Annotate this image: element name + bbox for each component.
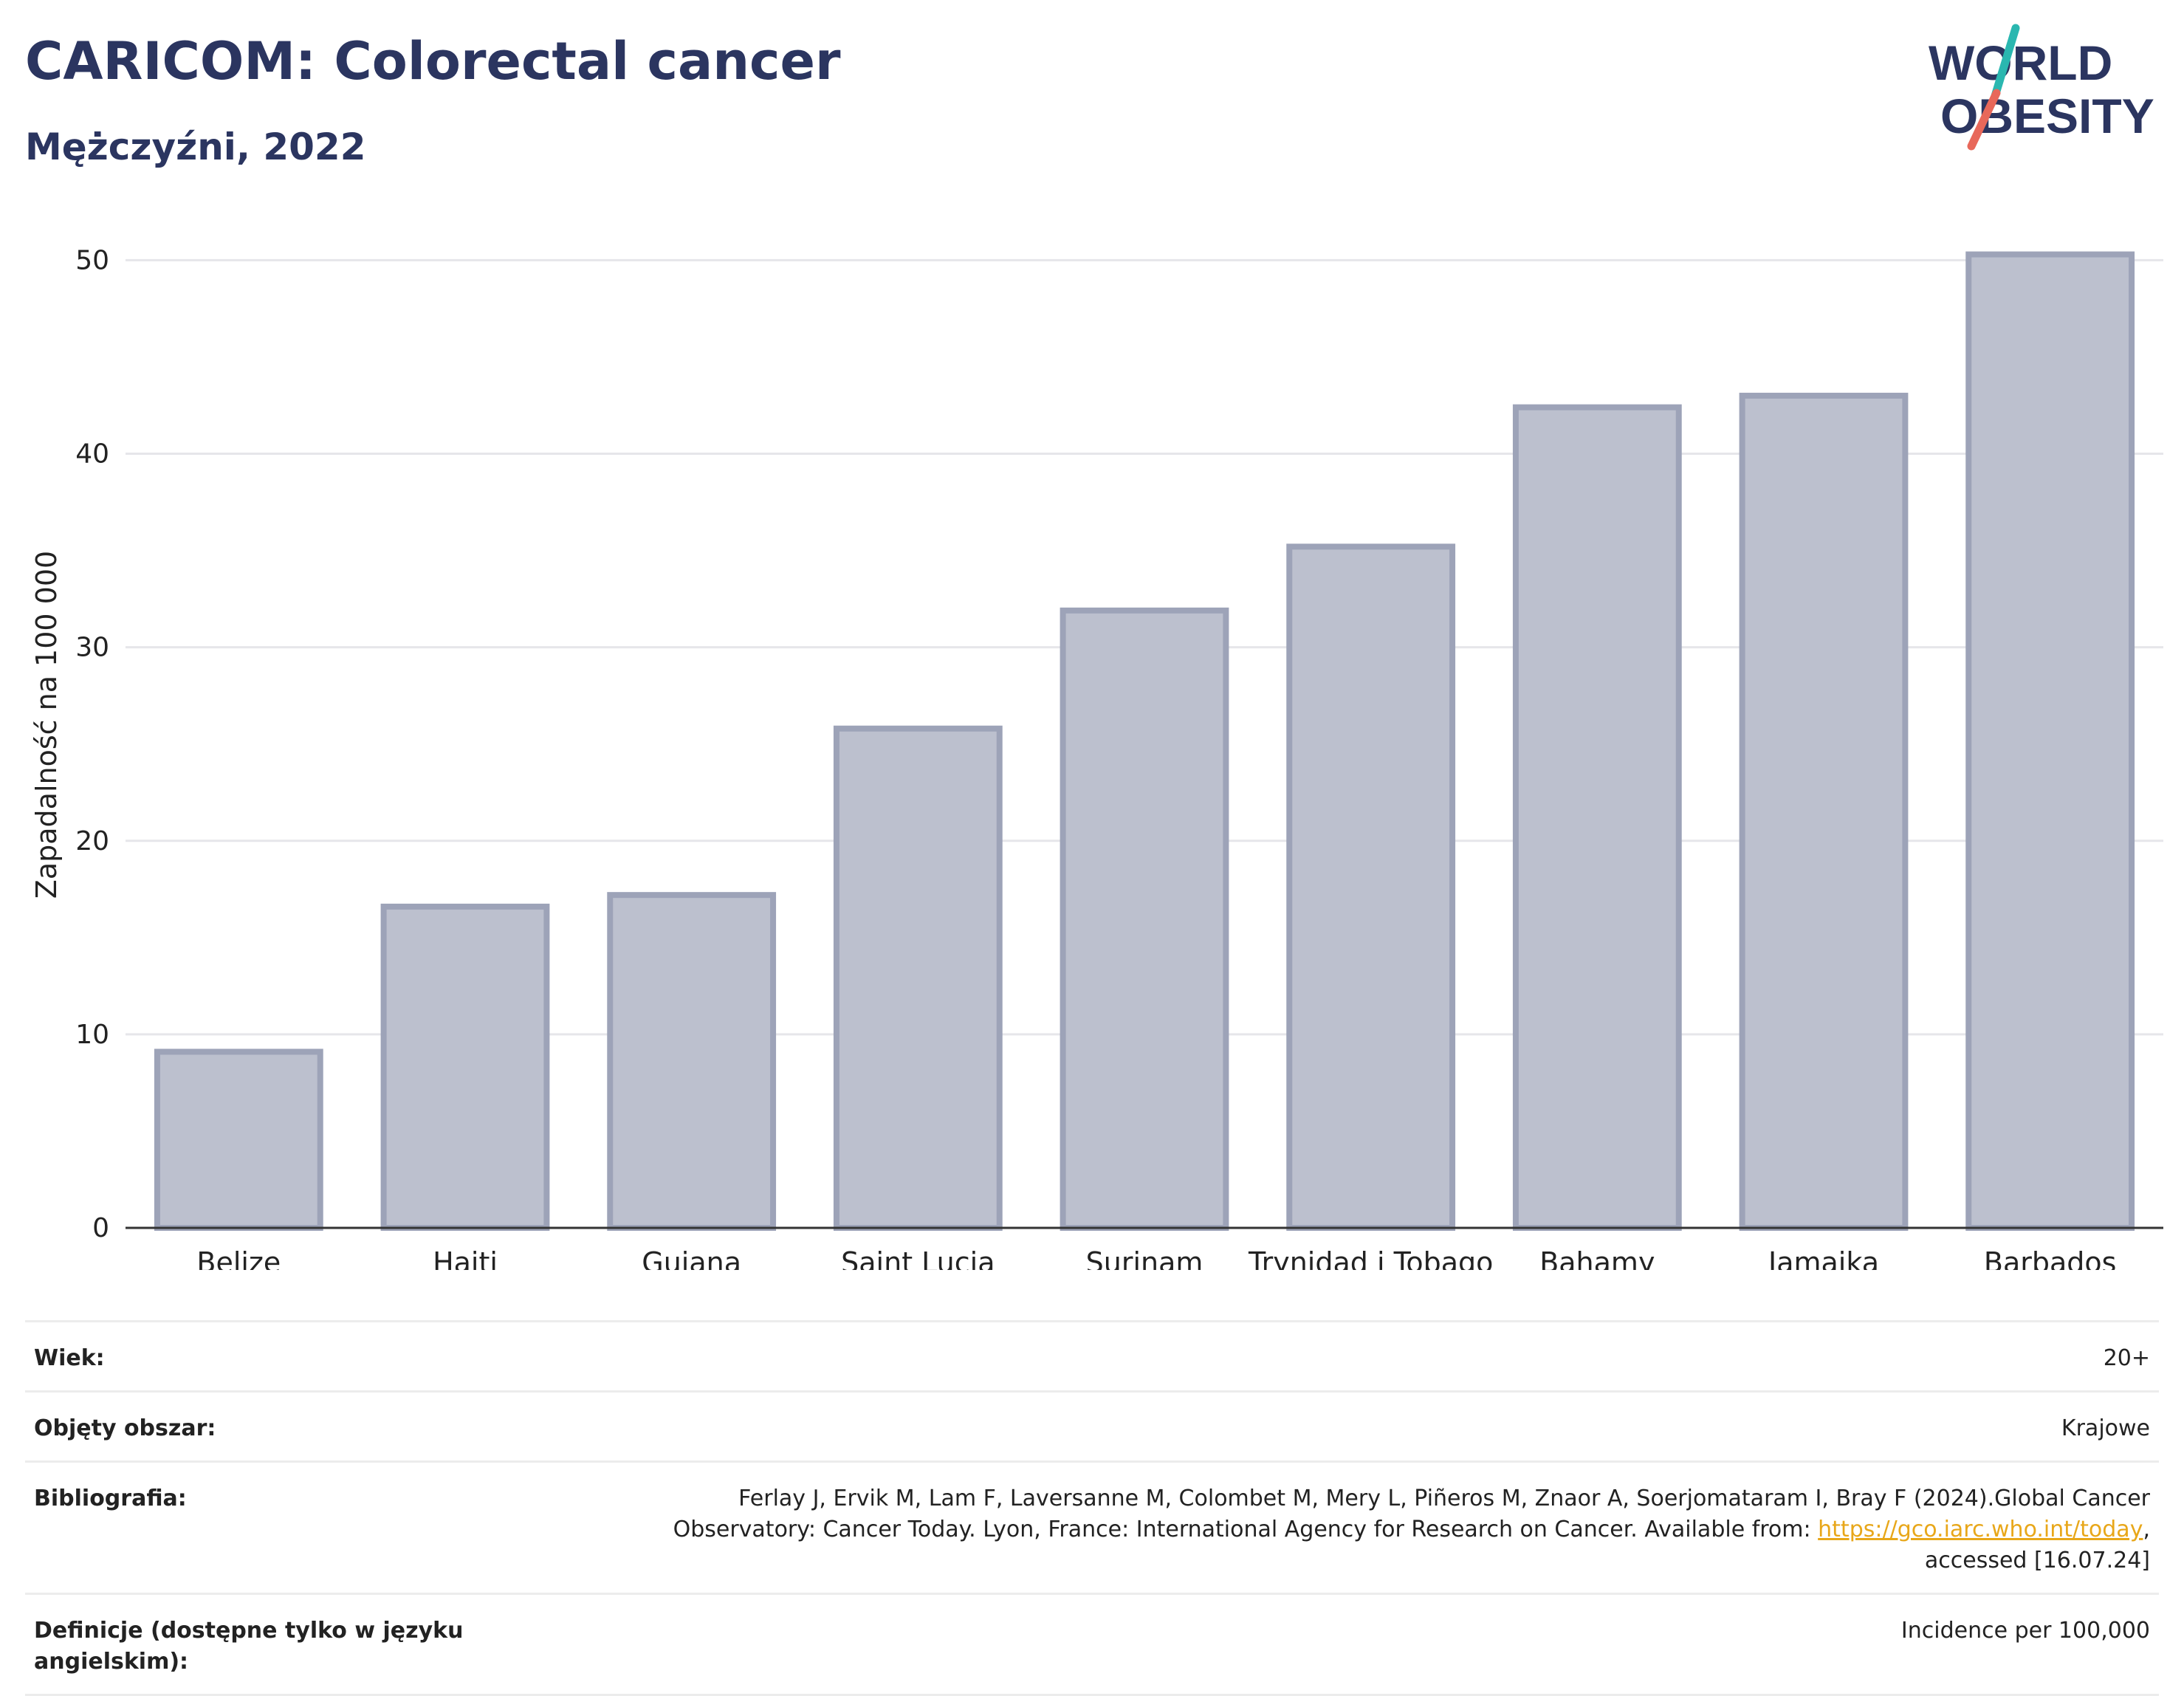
- bar: [833, 725, 1003, 1231]
- area-label: Objęty obszar:: [34, 1415, 216, 1441]
- bar: [1060, 607, 1229, 1231]
- bar: [607, 892, 777, 1232]
- y-tick-label: 30: [75, 633, 109, 663]
- logo-line-1: WORLD: [1929, 35, 2112, 90]
- y-tick-label: 20: [75, 826, 109, 856]
- x-tick-label: Belize: [196, 1246, 281, 1270]
- y-tick-label: 10: [75, 1020, 109, 1050]
- y-tick-label: 40: [75, 439, 109, 470]
- info-row-bibliography: Bibliografia: Ferlay J, Ervik M, Lam F, …: [25, 1463, 2159, 1595]
- page-subtitle: Mężczyźni, 2022: [25, 126, 366, 168]
- logo-slash-red: [1967, 89, 2001, 151]
- logo-slash-teal: [1991, 24, 2020, 100]
- definitions-label: Definicje (dostępne tylko w języku angie…: [34, 1618, 464, 1675]
- bar: [1512, 404, 1682, 1232]
- bar: [1965, 251, 2135, 1232]
- bar: [1286, 543, 1456, 1232]
- bibliography-label: Bibliografia:: [34, 1486, 187, 1511]
- area-value: Krajowe: [2061, 1415, 2150, 1441]
- y-tick-label: 0: [92, 1213, 109, 1243]
- bibliography-value: Ferlay J, Ervik M, Lam F, Laversanne M, …: [600, 1483, 2150, 1576]
- bar-chart: 0 10 20 30 40 50 Belize Haiti Gujana Saint Lucia S…: [30, 245, 2163, 1270]
- world-obesity-logo: WORLD OBESITY: [1929, 24, 2154, 151]
- bar: [154, 1048, 323, 1231]
- y-tick-label: 50: [75, 245, 109, 275]
- x-tick-label: Barbados: [1984, 1246, 2117, 1270]
- x-tick-label: Gujana: [642, 1246, 741, 1270]
- x-tick-label: Bahamy: [1539, 1246, 1655, 1270]
- info-row-definitions: Definicje (dostępne tylko w języku angie…: [25, 1595, 2159, 1696]
- page-title: CARICOM: Colorectal cancer: [25, 31, 841, 92]
- age-label: Wiek:: [34, 1345, 105, 1371]
- age-value: 20+: [2103, 1345, 2150, 1371]
- x-tick-label: Haiti: [433, 1246, 498, 1270]
- bar: [380, 903, 550, 1232]
- bibliography-text: Ferlay J, Ervik M, Lam F, Laversanne M, …: [673, 1486, 2150, 1542]
- x-tick-label: Trynidad i Tobago: [1248, 1246, 1493, 1270]
- bibliography-accessed: , accessed [16.07.24]: [1924, 1517, 2150, 1573]
- info-row-area: Objęty obszar: Krajowe: [25, 1393, 2159, 1463]
- bibliography-link[interactable]: https://gco.iarc.who.int/today: [1818, 1517, 2143, 1542]
- x-tick-label: Surinam: [1086, 1246, 1203, 1270]
- y-axis-title: Zapadalność na 100 000: [30, 551, 63, 899]
- x-tick-label: Jamajka: [1767, 1246, 1879, 1270]
- x-tick-label: Saint Lucia: [841, 1246, 995, 1270]
- bar: [1739, 392, 1909, 1232]
- info-table: Wiek: 20+ Objęty obszar: Krajowe Bibliog…: [25, 1320, 2159, 1696]
- info-row-age: Wiek: 20+: [25, 1322, 2159, 1393]
- definitions-value: Incidence per 100,000: [1900, 1618, 2150, 1644]
